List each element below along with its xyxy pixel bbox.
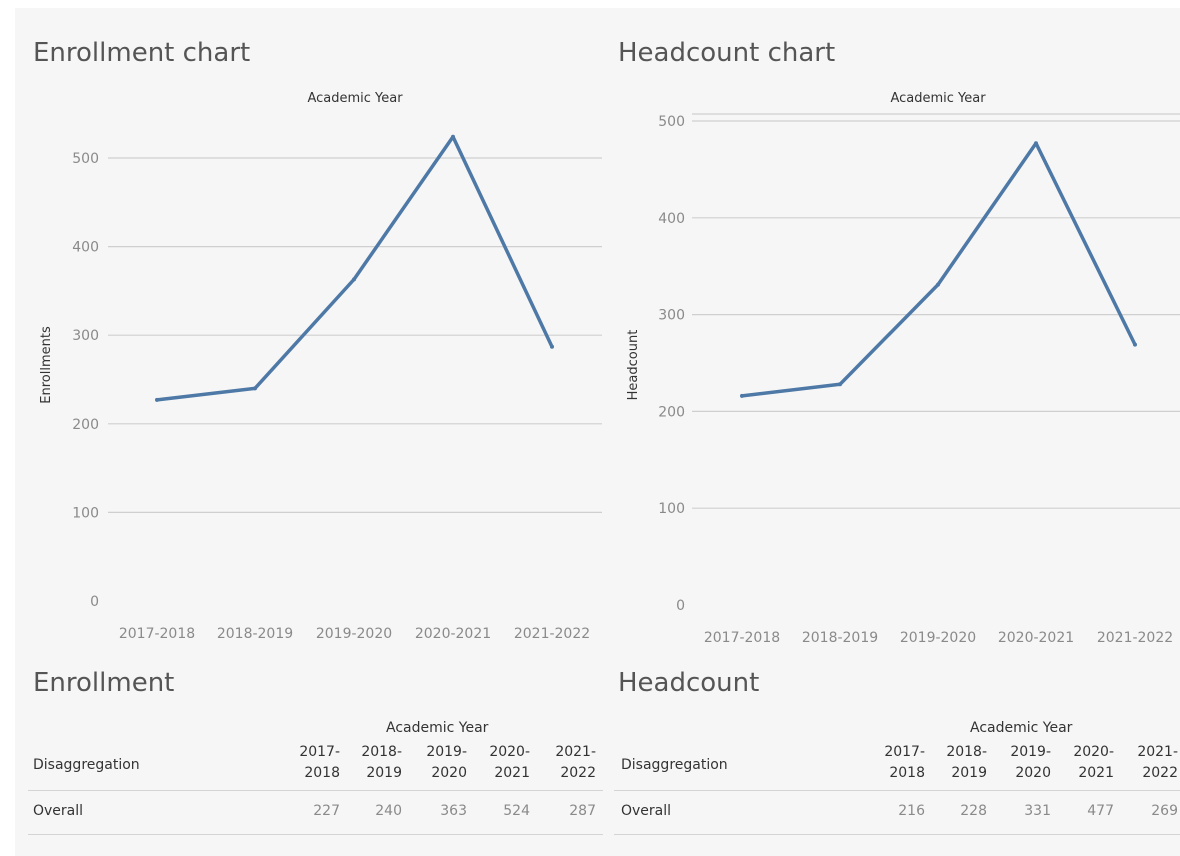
data-point: [936, 282, 940, 287]
col-header-line2: 2020: [431, 765, 467, 781]
y-tick-label: 400: [658, 211, 685, 227]
col-header-line1: 2019-: [1010, 744, 1051, 760]
data-point: [740, 393, 744, 398]
headcount-table-col-header: 2018- 2019: [935, 742, 987, 784]
y-tick-label: 0: [676, 598, 685, 614]
data-point: [155, 397, 159, 402]
headcount-table-column-group: Academic Year: [970, 720, 1073, 736]
x-tick-label: 2021-2022: [1097, 630, 1173, 646]
col-header-line1: 2017-: [884, 744, 925, 760]
headcount-table-col-header: 2021- 2022: [1124, 742, 1178, 784]
col-header-line2: 2018: [889, 765, 925, 781]
table-cell: 363: [440, 803, 467, 819]
col-header-line2: 2022: [1142, 765, 1178, 781]
col-header-line1: 2021-: [1137, 744, 1178, 760]
y-axis-title: Enrollments: [39, 326, 54, 404]
table-cell: 287: [569, 803, 596, 819]
table-cell: 524: [503, 803, 530, 819]
x-tick-label: 2017-2018: [704, 630, 780, 646]
series-line: [740, 141, 1137, 398]
y-axis-title: Headcount: [626, 330, 641, 401]
y-tick-label: 100: [72, 505, 99, 521]
x-tick-label: 2019-2020: [316, 626, 392, 642]
enrollment-table-col-header: 2017- 2018: [286, 742, 340, 784]
series-line: [155, 134, 554, 402]
enrollment-table-col-header: 2021- 2022: [542, 742, 596, 784]
y-tick-label: 500: [658, 114, 685, 130]
enrollment-table-column-group: Academic Year: [386, 720, 489, 736]
col-header-line1: 2017-: [299, 744, 340, 760]
headcount-table-title: Headcount: [618, 668, 760, 698]
x-tick-label: 2018-2019: [802, 630, 878, 646]
headcount-table-col-header: 2020- 2021: [1062, 742, 1114, 784]
col-header-line2: 2019: [366, 765, 402, 781]
enrollment-table-col-header: 2020- 2021: [478, 742, 530, 784]
x-tick-label: 2020-2021: [998, 630, 1074, 646]
enrollment-table-col-header: 2018- 2019: [350, 742, 402, 784]
enrollment-chart-title: Enrollment chart: [33, 38, 251, 68]
table-divider: [28, 790, 603, 791]
enrollment-table-row-header: Disaggregation: [33, 757, 140, 773]
enrollment-table-title: Enrollment: [33, 668, 175, 698]
headcount-chart-title: Headcount chart: [618, 38, 836, 68]
y-tick-label: 500: [72, 151, 99, 167]
table-divider: [614, 834, 1180, 835]
headcount-line-chart: Academic Year Headcount 0 100 200 300 400 500 20…: [626, 91, 1180, 646]
headcount-table-row-header: Disaggregation: [621, 757, 728, 773]
y-tick-label: 400: [72, 240, 99, 256]
col-header-line1: 2019-: [426, 744, 467, 760]
table-divider: [28, 834, 603, 835]
col-header-line1: 2020-: [1073, 744, 1114, 760]
x-tick-label: 2018-2019: [217, 626, 293, 642]
col-header-line2: 2018: [304, 765, 340, 781]
headcount-table-row-label: Overall: [621, 803, 672, 819]
col-header-line2: 2021: [494, 765, 530, 781]
table-cell: 227: [313, 803, 340, 819]
data-point: [451, 134, 455, 139]
y-tick-label: 200: [658, 404, 685, 420]
x-tick-label: 2021-2022: [514, 626, 590, 642]
table-cell: 331: [1024, 803, 1051, 819]
data-point: [1133, 342, 1137, 347]
col-header-line2: 2020: [1015, 765, 1051, 781]
col-header-line1: 2021-: [555, 744, 596, 760]
y-tick-label: 200: [72, 417, 99, 433]
x-axis-title: Academic Year: [307, 91, 403, 106]
col-header-line1: 2020-: [489, 744, 530, 760]
col-header-line2: 2019: [951, 765, 987, 781]
table-cell: 228: [960, 803, 987, 819]
y-tick-label: 300: [72, 328, 99, 344]
x-tick-label: 2017-2018: [119, 626, 195, 642]
data-point: [838, 382, 842, 387]
col-header-line1: 2018-: [361, 744, 402, 760]
headcount-table-col-header: 2019- 2020: [998, 742, 1051, 784]
y-tick-label: 0: [90, 594, 99, 610]
y-tick-label: 300: [658, 308, 685, 324]
data-point: [352, 277, 356, 282]
enrollment-table-col-header: 2019- 2020: [414, 742, 467, 784]
col-header-line2: 2022: [560, 765, 596, 781]
dashboard-canvas: [15, 8, 1180, 856]
table-cell: 216: [898, 803, 925, 819]
table-divider: [614, 790, 1180, 791]
y-tick-label: 100: [658, 501, 685, 517]
enrollment-line-chart: Academic Year Enrollments 0 100 200 300 400 500…: [39, 91, 602, 642]
x-tick-label: 2019-2020: [900, 630, 976, 646]
table-cell: 269: [1151, 803, 1178, 819]
col-header-line1: 2018-: [946, 744, 987, 760]
data-point: [253, 386, 257, 391]
x-axis-title: Academic Year: [890, 91, 986, 106]
table-cell: 477: [1087, 803, 1114, 819]
x-tick-label: 2020-2021: [415, 626, 491, 642]
table-cell: 240: [375, 803, 402, 819]
data-point: [1034, 141, 1038, 146]
data-point: [550, 344, 554, 349]
col-header-line2: 2021: [1078, 765, 1114, 781]
enrollment-table-row-label: Overall: [33, 803, 84, 819]
headcount-table-col-header: 2017- 2018: [871, 742, 925, 784]
